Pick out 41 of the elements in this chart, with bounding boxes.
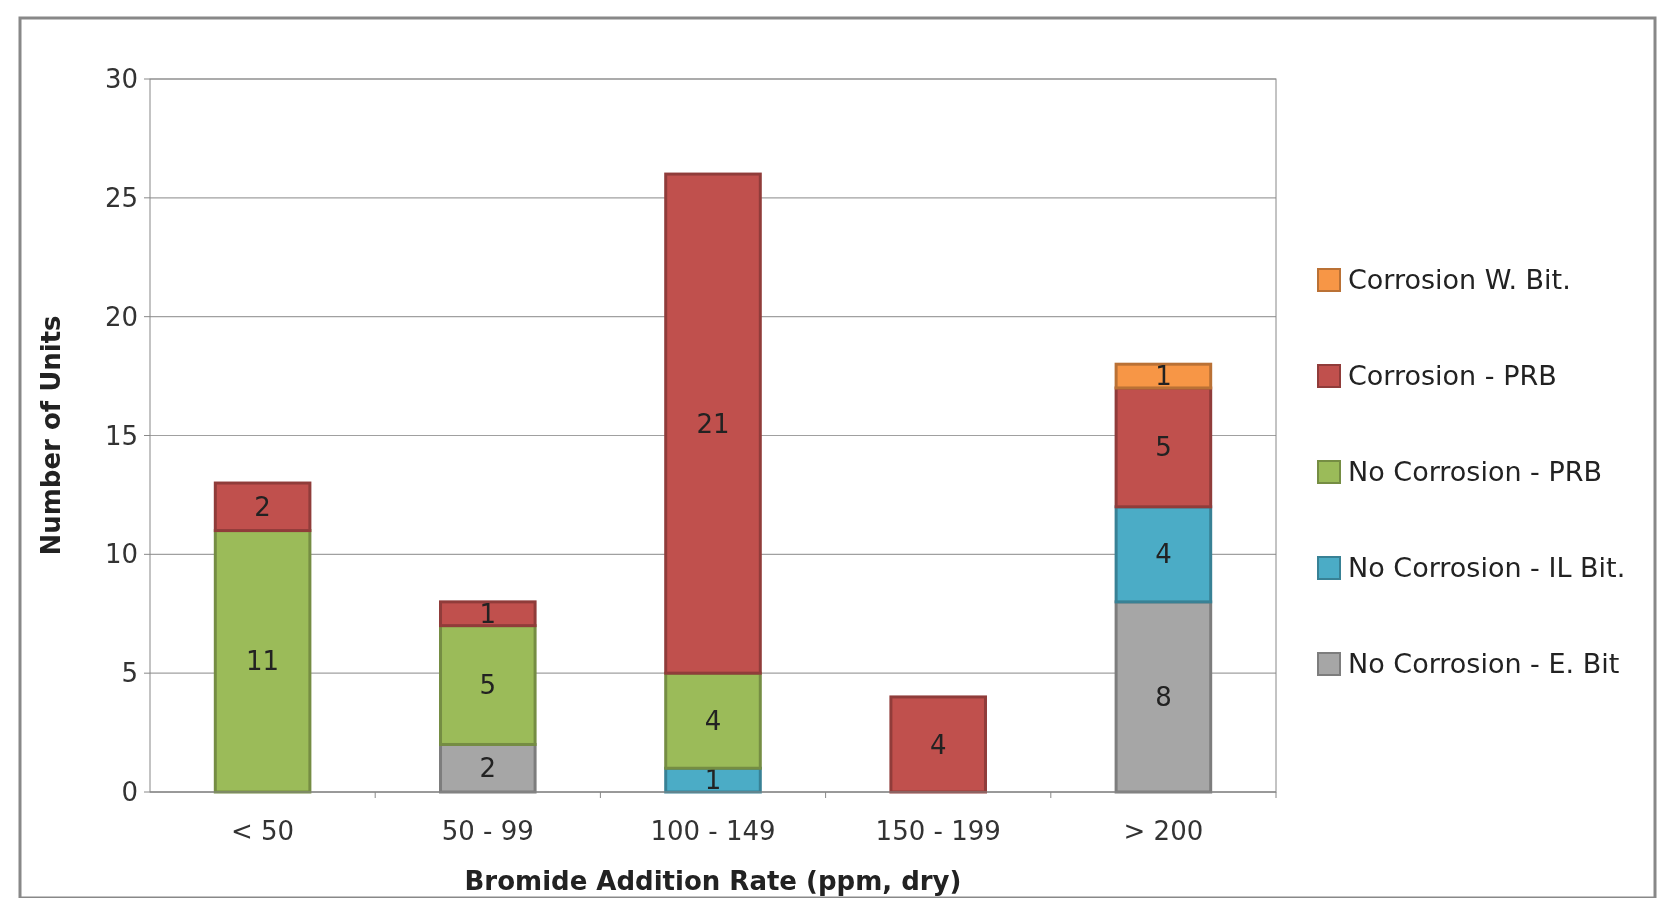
data-label: 2 xyxy=(479,753,497,784)
data-label: 4 xyxy=(704,705,722,736)
x-tick-label: > 200 xyxy=(1123,816,1204,846)
bar xyxy=(213,529,312,794)
data-label: 5 xyxy=(479,670,497,701)
x-tick-label: 150 - 199 xyxy=(875,816,1001,846)
legend-label: Corrosion W. Bit. xyxy=(1348,264,1571,296)
data-label: 21 xyxy=(696,408,730,439)
y-tick-label: 20 xyxy=(104,301,138,332)
bar xyxy=(1114,505,1213,604)
legend-label: Corrosion - PRB xyxy=(1348,360,1557,392)
legend-label: No Corrosion - E. Bit xyxy=(1348,648,1620,680)
data-label: 8 xyxy=(1155,682,1172,713)
bar xyxy=(664,172,762,675)
y-tick-label: 0 xyxy=(121,777,138,808)
y-axis-title: Number of Units xyxy=(36,315,66,556)
bar xyxy=(439,624,537,746)
x-tick-label: 100 - 149 xyxy=(650,816,776,846)
data-label: 2 xyxy=(254,491,271,522)
data-label: 1 xyxy=(704,765,722,796)
x-axis-title: Bromide Addition Rate (ppm, dry) xyxy=(464,866,962,896)
legend-label: No Corrosion - IL Bit. xyxy=(1348,552,1626,584)
bar xyxy=(1114,362,1213,390)
bar xyxy=(213,481,312,533)
legend-label: No Corrosion - PRB xyxy=(1348,456,1602,488)
y-tick-label: 25 xyxy=(104,182,138,213)
x-tick-label: < 50 xyxy=(231,816,295,846)
data-label: 4 xyxy=(929,729,947,760)
y-tick-label: 10 xyxy=(104,539,138,570)
bar xyxy=(439,600,537,628)
data-label: 4 xyxy=(1155,539,1172,570)
data-label: 5 xyxy=(1155,432,1172,463)
y-tick-label: 5 xyxy=(121,658,138,689)
y-tick-label: 30 xyxy=(104,64,138,95)
x-tick-label: 50 - 99 xyxy=(441,816,534,846)
data-label: 1 xyxy=(479,598,497,629)
data-label: 11 xyxy=(246,646,280,677)
data-label: 1 xyxy=(1155,361,1172,392)
y-tick-label: 15 xyxy=(104,420,138,451)
bar xyxy=(1114,386,1213,509)
bar xyxy=(889,695,987,794)
